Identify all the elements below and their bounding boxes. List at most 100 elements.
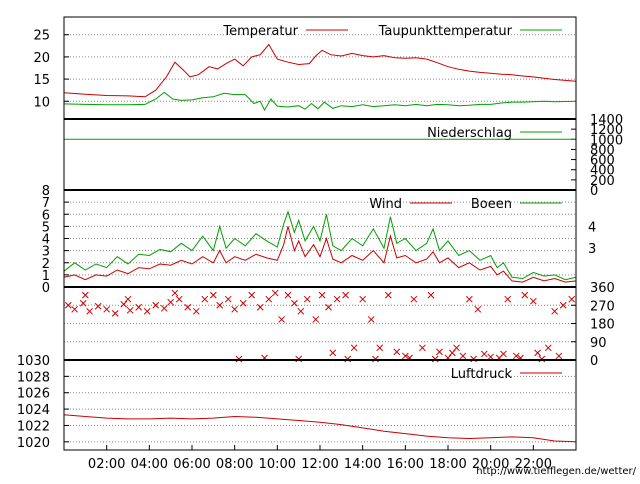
y-tick-label: 1030 [17, 354, 50, 369]
direction-point [94, 302, 102, 310]
direction-point [367, 316, 375, 323]
direction-point [160, 304, 168, 312]
y-tick-label: 1022 [17, 419, 50, 434]
direction-point [224, 295, 232, 303]
y-tick-label: 20 [33, 51, 50, 66]
x-tick-label: 08:00 [216, 457, 253, 472]
direction-point [555, 352, 563, 360]
y-tick-label: 1400 [590, 113, 623, 128]
series-line-wind [63, 226, 577, 283]
direction-point [231, 305, 239, 313]
x-tick-label: 10:00 [259, 457, 296, 472]
credit-url: http://www.tiefflegen.de/wetter/ [476, 466, 636, 477]
direction-point [291, 299, 298, 307]
direction-point [500, 350, 507, 358]
direction-point [410, 295, 418, 303]
direction-point [171, 289, 179, 297]
y-tick-label: 0 [590, 354, 598, 369]
direction-point [278, 316, 285, 323]
direction-point [344, 355, 352, 363]
direction-point [559, 301, 567, 309]
legend-label: Taupunkttemperatur [378, 24, 513, 39]
direction-point [459, 352, 467, 360]
direction-point [64, 301, 72, 309]
y-tick-label: 0 [42, 281, 50, 296]
panel-dir [63, 286, 577, 363]
direction-point [568, 295, 576, 303]
y-tick-label: 1026 [17, 387, 50, 402]
direction-point [167, 298, 175, 306]
x-tick-label: 16:00 [387, 457, 424, 472]
direction-point [284, 291, 292, 299]
direction-point [350, 344, 358, 352]
direction-point [256, 303, 264, 311]
x-tick-label: 22:00 [515, 457, 552, 472]
y-tick-label: 1000 [590, 133, 623, 148]
direction-point [71, 305, 79, 313]
direction-point [333, 295, 341, 303]
direction-point [512, 352, 520, 360]
direction-point [265, 295, 273, 303]
direction-point [401, 352, 409, 360]
direction-point [487, 353, 495, 361]
direction-point [120, 300, 128, 308]
x-tick-label: 14:00 [344, 457, 381, 472]
direction-point [538, 355, 546, 363]
direction-point [427, 291, 435, 299]
y-tick-label: 7 [42, 196, 50, 211]
direction-point [303, 295, 311, 303]
direction-point [431, 355, 439, 363]
series-line-boeen [63, 210, 577, 281]
direction-point [384, 291, 392, 299]
right-tick-label: 4 [588, 220, 596, 235]
direction-point [192, 307, 200, 315]
x-tick-label: 12:00 [301, 457, 338, 472]
direction-point [453, 344, 460, 352]
direction-point [297, 307, 305, 315]
direction-point [376, 344, 384, 352]
direction-point [111, 310, 119, 317]
y-tick-label: 0 [590, 184, 598, 199]
direction-point [448, 349, 456, 357]
direction-point [318, 291, 326, 299]
x-tick-label: 04:00 [131, 457, 168, 472]
direction-point [534, 349, 541, 357]
direction-point [342, 291, 349, 299]
legend-label: Luftdruck [451, 367, 513, 382]
direction-point [465, 295, 473, 303]
direction-point [135, 303, 143, 311]
x-tick-label: 20:00 [472, 457, 509, 472]
y-tick-label: 15 [33, 73, 50, 88]
direction-point [295, 355, 303, 363]
legend-label: Boeen [471, 197, 512, 212]
direction-point [436, 348, 443, 356]
direction-point [372, 355, 379, 363]
y-tick-label: 1200 [590, 123, 623, 138]
direction-point [393, 348, 401, 356]
y-tick-label: 8 [42, 184, 50, 199]
direction-point [103, 305, 111, 313]
direction-point [235, 355, 243, 363]
x-tick-label: 06:00 [173, 457, 210, 472]
direction-point [329, 349, 337, 357]
direction-point [152, 301, 160, 309]
legend-label: Temperatur [222, 24, 298, 39]
direction-point [544, 344, 552, 352]
series-line-luftdruck [63, 414, 577, 443]
y-tick-label: 5 [42, 220, 50, 235]
y-tick-label: 800 [590, 143, 615, 158]
y-tick-label: 200 [590, 174, 615, 189]
y-tick-label: 2 [42, 257, 50, 272]
direction-point [470, 355, 477, 363]
direction-point [79, 299, 87, 307]
direction-point [86, 307, 93, 315]
y-tick-label: 4 [42, 233, 50, 248]
direction-point [184, 303, 192, 311]
direction-point [126, 306, 134, 314]
x-tick-label: 18:00 [429, 457, 466, 472]
direction-point [419, 344, 426, 352]
series-line-temperatur [63, 43, 577, 98]
direction-point [325, 303, 332, 311]
